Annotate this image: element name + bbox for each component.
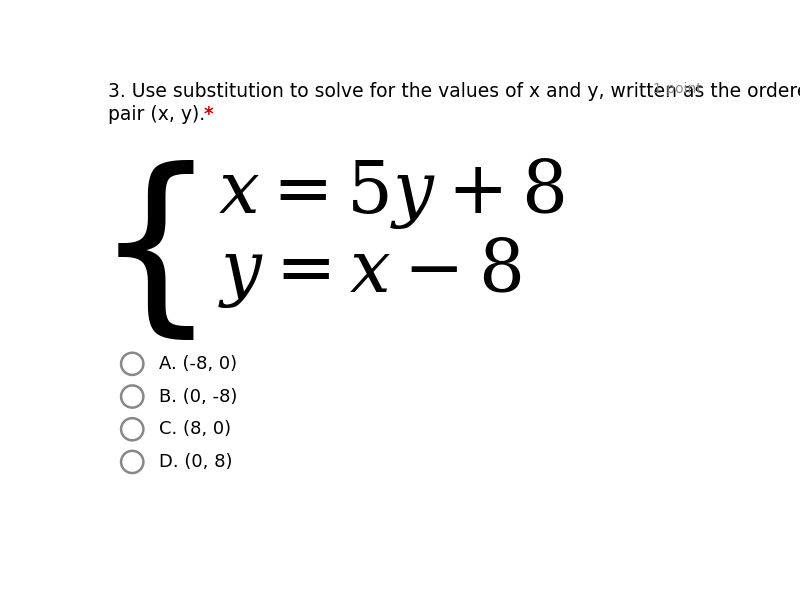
Text: D. (0, 8): D. (0, 8) [159, 453, 233, 471]
Text: $\{$: $\{$ [93, 160, 194, 349]
Text: C. (8, 0): C. (8, 0) [159, 420, 231, 438]
Text: 1 point: 1 point [653, 82, 702, 96]
Text: pair (x, y).: pair (x, y). [108, 105, 205, 124]
Text: $x = 5y + 8$: $x = 5y + 8$ [218, 156, 564, 231]
Text: *: * [203, 105, 214, 124]
Text: B. (0, -8): B. (0, -8) [159, 388, 238, 405]
Text: 3. Use substitution to solve for the values of x and y, written as the ordered: 3. Use substitution to solve for the val… [108, 82, 800, 101]
Text: $y = x - 8$: $y = x - 8$ [218, 235, 521, 310]
Text: A. (-8, 0): A. (-8, 0) [159, 355, 237, 373]
